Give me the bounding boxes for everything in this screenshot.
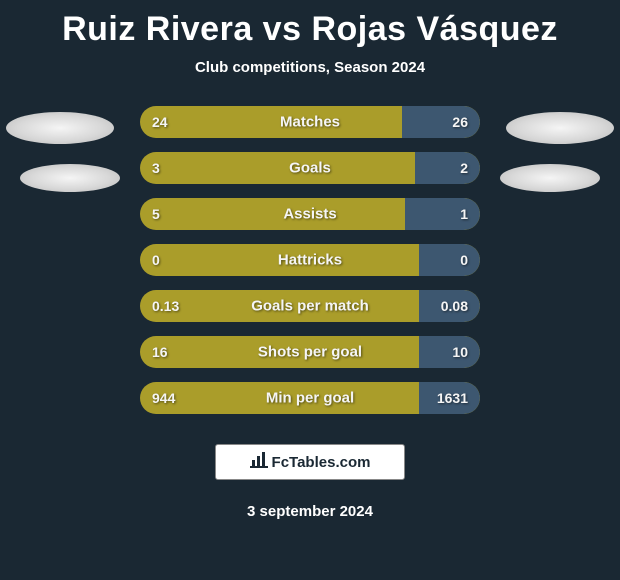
page-title: Ruiz Rivera vs Rojas Vásquez [0, 0, 620, 49]
stat-right-value: 0.08 [441, 298, 468, 314]
stat-label: Assists [283, 206, 336, 223]
stat-right-value: 0 [460, 252, 468, 268]
stat-row: 5 Assists 1 [140, 198, 480, 230]
bar-right-fill [419, 244, 480, 276]
stat-row: 16 Shots per goal 10 [140, 336, 480, 368]
stat-label: Hattricks [278, 252, 342, 269]
stat-right-value: 10 [452, 344, 468, 360]
stat-label: Goals [289, 160, 331, 177]
stat-row: 944 Min per goal 1631 [140, 382, 480, 414]
stat-right-value: 2 [460, 160, 468, 176]
bar-right-fill [419, 336, 480, 368]
stat-label: Goals per match [251, 298, 369, 315]
player-left-avatar-top [6, 112, 114, 144]
player-right-avatar-bottom [500, 164, 600, 192]
source-badge-text: FcTables.com [272, 454, 371, 471]
stat-label: Matches [280, 114, 340, 131]
stat-left-value: 5 [152, 206, 160, 222]
stat-row: 3 Goals 2 [140, 152, 480, 184]
stat-left-value: 944 [152, 390, 175, 406]
stat-row: 24 Matches 26 [140, 106, 480, 138]
stat-bars: 24 Matches 26 3 Goals 2 5 Assists 1 0 Ha… [140, 106, 480, 428]
source-badge: FcTables.com [215, 444, 405, 480]
comparison-chart: 24 Matches 26 3 Goals 2 5 Assists 1 0 Ha… [0, 106, 620, 426]
player-left-avatar-bottom [20, 164, 120, 192]
stat-row: 0.13 Goals per match 0.08 [140, 290, 480, 322]
stat-left-value: 16 [152, 344, 168, 360]
stat-label: Shots per goal [258, 344, 362, 361]
footer-date: 3 september 2024 [247, 503, 373, 520]
subtitle: Club competitions, Season 2024 [0, 59, 620, 76]
stat-left-value: 0.13 [152, 298, 179, 314]
stat-right-value: 1631 [437, 390, 468, 406]
bar-right-fill [405, 198, 480, 230]
chart-icon [250, 452, 268, 473]
stat-left-value: 24 [152, 114, 168, 130]
stat-left-value: 3 [152, 160, 160, 176]
stat-right-value: 1 [460, 206, 468, 222]
bar-right-fill [415, 152, 480, 184]
stat-right-value: 26 [452, 114, 468, 130]
stat-left-value: 0 [152, 252, 160, 268]
player-right-avatar-top [506, 112, 614, 144]
stat-row: 0 Hattricks 0 [140, 244, 480, 276]
stat-label: Min per goal [266, 390, 354, 407]
